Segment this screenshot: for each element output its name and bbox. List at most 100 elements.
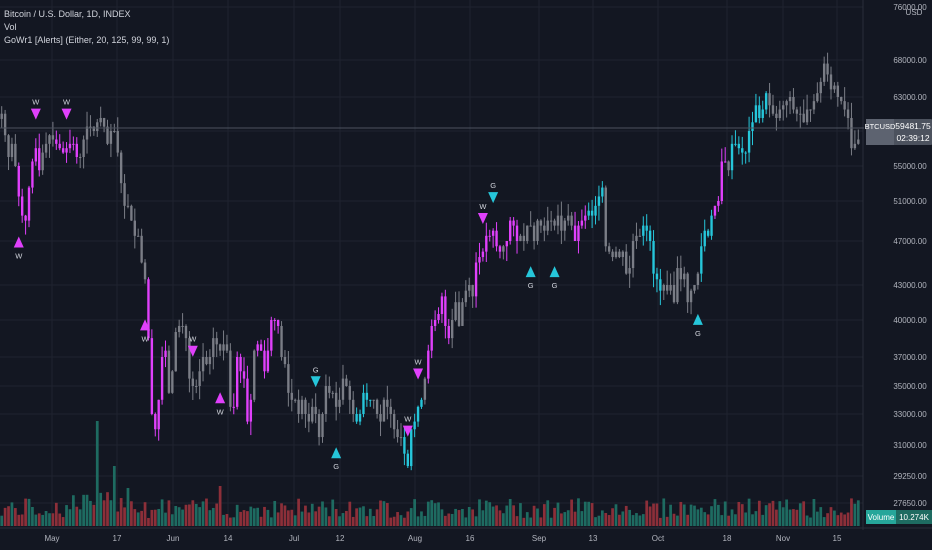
last-price-tag: BTCUSD 59481.75 02:39:12 — [865, 119, 932, 145]
price-tick-label: 40000.00 — [893, 316, 927, 325]
time-tick-label: 16 — [466, 534, 475, 543]
price-tick-label: 76000.00 — [893, 3, 927, 12]
volume-bar — [273, 500, 277, 526]
candle — [850, 102, 853, 156]
candle — [143, 259, 147, 284]
volume-bar — [177, 507, 181, 526]
candle — [782, 100, 785, 121]
volume-bar — [48, 513, 51, 526]
legend-volume[interactable]: Vol — [4, 22, 17, 32]
candle — [635, 222, 638, 249]
volume-bar — [450, 513, 454, 526]
candle — [372, 399, 375, 409]
candle — [348, 380, 351, 414]
candle — [778, 100, 781, 121]
volume-bar — [310, 503, 314, 526]
volume-bar — [515, 516, 519, 526]
volume-bar — [269, 517, 273, 526]
volume-bar — [443, 515, 447, 526]
legend-indicator[interactable]: GoWr1 [Alerts] (Either, 20, 125, 99, 99,… — [4, 35, 170, 45]
candle — [249, 393, 253, 436]
volume-bar — [546, 500, 550, 526]
signal-sell: W — [30, 98, 41, 120]
volume-bar — [211, 507, 215, 526]
volume-bar — [365, 516, 369, 526]
time-tick-label: 18 — [723, 534, 732, 543]
volume-bar — [164, 512, 167, 526]
volume-bar — [573, 511, 577, 526]
candle — [662, 283, 665, 300]
volume-bar — [232, 517, 236, 526]
candle — [491, 228, 495, 248]
candle — [478, 242, 481, 275]
candle — [669, 273, 672, 295]
candle — [857, 129, 860, 145]
candle — [713, 205, 717, 219]
candle — [270, 316, 273, 357]
candle — [853, 130, 857, 150]
volume-bar — [549, 517, 553, 526]
candle — [457, 291, 461, 327]
volume-bar — [484, 500, 488, 526]
signal-label: W — [217, 407, 225, 416]
volume-bar — [314, 511, 318, 526]
candle — [655, 267, 659, 293]
volume-bar — [433, 503, 437, 526]
signal-label: G — [490, 181, 496, 190]
volume-bar — [188, 504, 191, 526]
volume-bar — [259, 516, 263, 526]
candle — [362, 384, 365, 418]
volume-bar — [68, 509, 72, 526]
candle — [488, 229, 491, 242]
candle — [208, 349, 212, 375]
candle — [461, 298, 464, 326]
volume-tag-value: 10.274K — [899, 513, 929, 522]
legend-symbol[interactable]: Bitcoin / U.S. Dollar, 1D, INDEX — [4, 9, 131, 19]
candle — [379, 404, 382, 437]
price-tick-label: 68000.00 — [893, 56, 927, 65]
volume-bar — [563, 512, 567, 526]
volume-bar — [109, 500, 113, 526]
candle — [106, 119, 109, 146]
volume-bar — [802, 501, 806, 526]
volume-bar — [280, 503, 283, 526]
candle — [416, 405, 420, 427]
volume-bar — [256, 507, 260, 526]
candle — [505, 240, 508, 262]
candle — [771, 94, 775, 116]
candle — [498, 244, 502, 259]
volume-bar — [263, 506, 266, 526]
candle — [785, 99, 788, 118]
candle — [529, 211, 532, 227]
candle — [672, 271, 676, 304]
candle — [607, 242, 611, 255]
volume-bar — [392, 516, 396, 526]
volume-bar — [440, 509, 444, 526]
candle — [358, 409, 362, 426]
candle — [109, 123, 113, 158]
candle — [526, 225, 529, 244]
candle — [314, 393, 317, 424]
candle — [304, 397, 307, 428]
volume-bar — [809, 517, 812, 526]
volume-bar — [792, 509, 795, 526]
signal-label: G — [313, 365, 319, 374]
candle — [334, 381, 338, 421]
candle — [420, 397, 423, 409]
volume-bar — [300, 511, 304, 526]
signal-sell: W — [61, 98, 72, 120]
volume-bar — [181, 509, 184, 526]
signal-markers: W W W W W W G G W W W G G G G — [13, 98, 703, 471]
price-tick-label: 51000.00 — [893, 197, 927, 206]
time-axis[interactable]: May 17 Jun 14 Jul 12 Aug 16 Sep 13 Oct 18 Nov 15 — [44, 534, 842, 543]
chart-legend[interactable]: Bitcoin / U.S. Dollar, 1D, INDEX Vol GoW… — [4, 8, 169, 47]
volume-bar — [3, 507, 7, 526]
candle — [382, 397, 386, 422]
time-tick-label: 14 — [224, 534, 233, 543]
candle — [222, 330, 225, 361]
volume-bar — [123, 507, 126, 526]
volume-bar — [703, 512, 707, 526]
candle — [160, 346, 164, 405]
volume-bar — [699, 507, 703, 526]
